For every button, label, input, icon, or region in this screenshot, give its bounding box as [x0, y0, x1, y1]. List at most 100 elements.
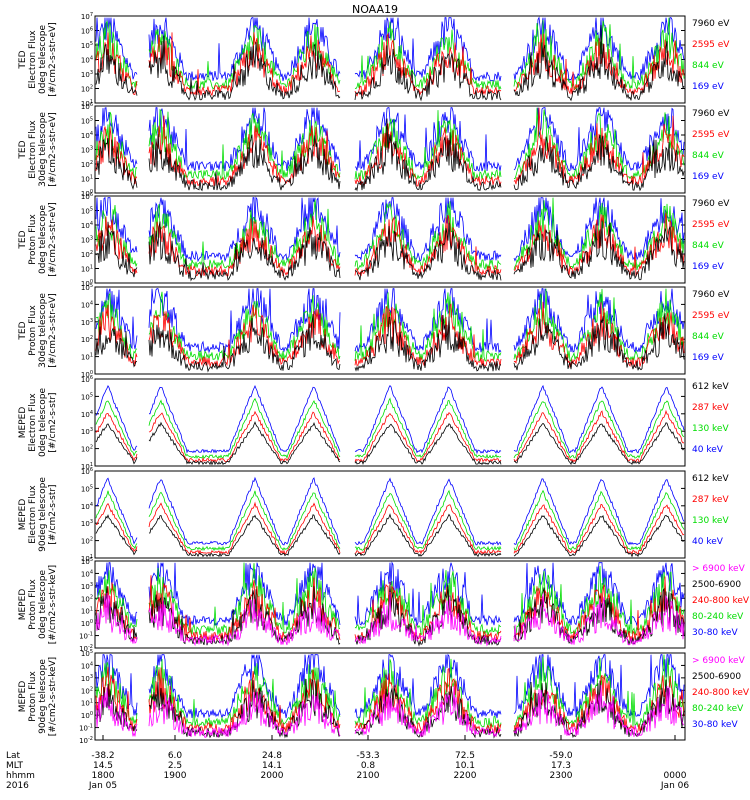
y-tick-label: 102	[81, 250, 93, 259]
y-tick-label: 101	[81, 554, 93, 563]
x-tick-label: 10.1	[455, 761, 475, 771]
legend-entry: 612 keV	[692, 474, 729, 484]
y-tick-label: 103	[81, 674, 93, 683]
data-series-trace	[95, 421, 685, 466]
panel-6: 101 102 103 104 105 106 MEPED Electron Flux 90de…	[18, 467, 729, 563]
data-series-trace	[95, 489, 685, 552]
y-axis-label: [#/cm2-s-str-keV]	[48, 565, 58, 644]
y-tick-label: 101	[81, 462, 93, 471]
data-series-trace	[95, 409, 684, 463]
y-tick-label: 10-2	[79, 736, 93, 745]
y-axis-label: Proton Flux	[28, 214, 38, 265]
y-tick-label: 101	[81, 99, 93, 108]
data-series-trace	[95, 591, 685, 647]
y-axis-label: TED	[18, 140, 28, 159]
y-tick-label: 105	[81, 283, 93, 292]
legend-entry: 80-240 keV	[692, 612, 744, 622]
x-tick-label: -38.2	[91, 751, 114, 761]
y-tick-label: 102	[81, 594, 93, 603]
legend-entry: > 6900 keV	[692, 564, 746, 574]
y-tick-label: 105	[81, 557, 93, 566]
panel-frame	[94, 378, 686, 467]
y-axis-label: Electron Flux	[28, 120, 38, 179]
panel-frame	[94, 470, 686, 559]
y-tick-label: 103	[81, 146, 93, 155]
data-series-trace	[95, 196, 685, 263]
y-tick-label: 101	[81, 699, 93, 708]
legend-entry: > 6900 keV	[692, 656, 746, 666]
y-axis-label: MEPED	[18, 681, 28, 713]
x-tick-label: 17.3	[551, 761, 571, 771]
y-axis-label: TED	[18, 50, 28, 69]
data-series-trace	[95, 313, 685, 373]
legend-entry: 80-240 keV	[692, 704, 744, 714]
y-axis-label: 90deg telescope	[38, 477, 48, 552]
y-axis-label: MEPED	[18, 499, 28, 531]
legend-entry: 30-80 keV	[692, 628, 738, 638]
x-row-label: 2016	[6, 781, 29, 791]
legend-entry: 130 keV	[692, 424, 729, 434]
legend-entry: 40 keV	[692, 445, 724, 455]
data-series-trace	[95, 584, 685, 647]
x-tick-label: 0000	[664, 771, 687, 781]
data-series-trace	[95, 118, 685, 192]
y-axis-label: [#/cm2-s-str]	[48, 484, 58, 544]
legend-entry: 7960 eV	[692, 109, 730, 119]
x-row-label: hhmm	[6, 771, 35, 781]
y-tick-label: 100	[81, 279, 93, 288]
y-axis-label: [#/cm2-s-str]	[48, 392, 58, 452]
legend-entry: 169 eV	[692, 82, 725, 92]
y-axis-label: 90deg telescope	[38, 659, 48, 734]
panel-4: 100 101 102 103 104 105 TED Proton Flux 30deg te…	[18, 283, 730, 379]
y-tick-label: 106	[81, 375, 93, 384]
y-tick-label: 104	[81, 300, 93, 309]
y-axis-label: MEPED	[18, 589, 28, 621]
y-axis-label: TED	[18, 321, 28, 340]
x-row-label: Lat	[6, 751, 21, 761]
y-tick-label: 105	[81, 484, 93, 493]
y-axis-label: [#/cm2-s-str-eV]	[48, 22, 58, 97]
y-axis-label: Proton Flux	[28, 671, 38, 722]
y-tick-label: 104	[81, 56, 93, 65]
legend-entry: 169 eV	[692, 262, 725, 272]
data-series-trace	[95, 397, 685, 460]
y-tick-label: 107	[81, 12, 93, 21]
y-tick-label: 101	[81, 175, 93, 184]
data-series-trace	[95, 513, 685, 558]
y-tick-label: 101	[81, 353, 93, 362]
y-tick-label: 102	[81, 335, 93, 344]
y-axis-label: 0deg telescope	[38, 25, 48, 95]
x-tick-label: 72.5	[455, 751, 475, 761]
data-series-trace	[95, 684, 685, 738]
legend-entry: 40 keV	[692, 537, 724, 547]
y-axis-label: Electron Flux	[28, 30, 38, 89]
x-tick-label: 2100	[357, 771, 380, 781]
y-tick-label: 102	[81, 686, 93, 695]
data-series-trace	[95, 384, 685, 455]
legend-entry: 2500-6900	[692, 580, 741, 590]
legend-entry: 844 eV	[692, 61, 725, 71]
y-tick-label: 102	[81, 160, 93, 169]
y-axis-label: Electron Flux	[28, 485, 38, 544]
data-series-trace	[95, 561, 685, 627]
panel-8: 10-2 10-1 100 101 102 103 104 105 MEPED Proton Fl…	[18, 649, 750, 745]
panel-5: 101 102 103 104 105 106 MEPED Electron Flux 0deg…	[18, 375, 729, 471]
x-tick-label: 6.0	[168, 751, 183, 761]
y-tick-label: 10-2	[79, 644, 93, 653]
y-tick-label: 105	[81, 649, 93, 658]
x-tick-label: 24.8	[262, 751, 282, 761]
y-axis-label: [#/cm2-s-str-eV]	[48, 112, 58, 187]
y-axis-label: 30deg telescope	[38, 293, 48, 368]
legend-entry: 287 keV	[692, 403, 729, 413]
x-tick-label: 2200	[454, 771, 477, 781]
legend-entry: 2500-6900	[692, 672, 741, 682]
legend-entry: 169 eV	[692, 172, 725, 182]
y-tick-label: 10-1	[79, 632, 93, 641]
y-tick-label: 100	[81, 370, 93, 379]
y-axis-label: Electron Flux	[28, 393, 38, 452]
y-tick-label: 104	[81, 502, 93, 511]
y-axis-label: [#/cm2-s-str-eV]	[48, 202, 58, 277]
y-axis-label: [#/cm2-s-str-keV]	[48, 657, 58, 736]
y-axis-label: [#/cm2-s-str-eV]	[48, 293, 58, 368]
y-tick-label: 103	[81, 519, 93, 528]
